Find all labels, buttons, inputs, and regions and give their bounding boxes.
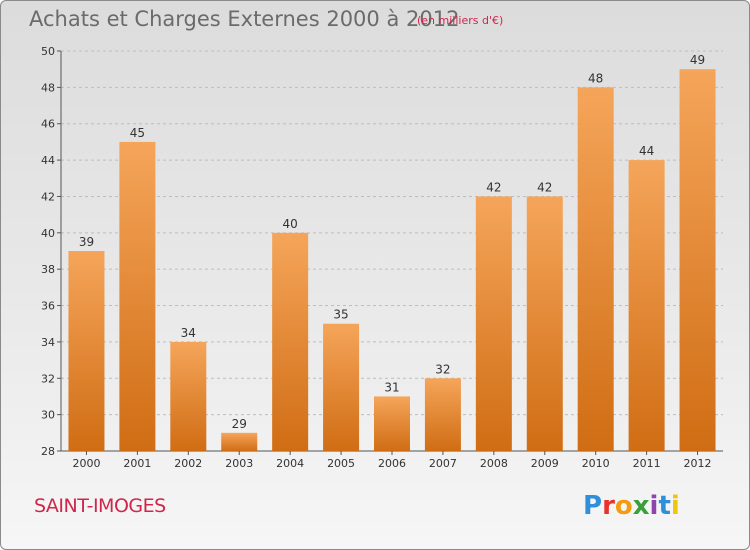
x-tick-label: 2011 (633, 457, 661, 470)
bar (526, 196, 563, 451)
bar (577, 87, 614, 451)
data-label: 42 (537, 180, 552, 194)
y-tick-label: 40 (41, 227, 55, 240)
logo-letter: t (658, 491, 671, 521)
chart-title: Achats et Charges Externes 2000 à 2012 (29, 7, 460, 31)
y-tick-label: 38 (41, 263, 55, 276)
y-tick-label: 48 (41, 81, 55, 94)
x-tick-label: 2007 (429, 457, 457, 470)
bar (272, 232, 309, 451)
data-label: 44 (639, 144, 654, 158)
bar (475, 196, 512, 451)
x-tick-label: 2010 (582, 457, 610, 470)
data-label: 42 (486, 180, 501, 194)
x-tick-label: 2004 (276, 457, 304, 470)
data-label: 35 (333, 308, 348, 322)
y-tick-label: 42 (41, 190, 55, 203)
x-tick-label: 2012 (684, 457, 712, 470)
data-label: 34 (181, 326, 196, 340)
y-tick-label: 36 (41, 300, 55, 313)
logo-letter: r (602, 491, 615, 521)
bar (424, 378, 461, 451)
x-tick-label: 2006 (378, 457, 406, 470)
bar (170, 341, 207, 451)
bar (628, 160, 665, 451)
bar (323, 323, 360, 451)
bar (679, 69, 716, 451)
bar (221, 432, 258, 451)
data-label: 40 (283, 217, 298, 231)
x-tick-label: 2009 (531, 457, 559, 470)
y-tick-label: 46 (41, 118, 55, 131)
data-label: 29 (232, 417, 247, 431)
y-tick-label: 30 (41, 409, 55, 422)
data-label: 39 (79, 235, 94, 249)
commune-name: SAINT-IMOGES (34, 495, 166, 517)
x-tick-label: 2000 (72, 457, 100, 470)
y-tick-label: 50 (41, 45, 55, 58)
data-label: 32 (435, 362, 450, 376)
logo-letter: P (583, 491, 603, 521)
x-tick-label: 2005 (327, 457, 355, 470)
logo-letter: x (632, 491, 650, 521)
bar (119, 141, 156, 451)
x-tick-label: 2008 (480, 457, 508, 470)
logo-letter: o (614, 491, 633, 521)
data-label: 48 (588, 71, 603, 85)
x-tick-label: 2001 (123, 457, 151, 470)
x-tick-label: 2002 (174, 457, 202, 470)
y-tick-label: 28 (41, 445, 55, 458)
proxiti-logo[interactable]: Proxiti (583, 491, 680, 521)
y-tick-label: 34 (41, 336, 55, 349)
y-tick-label: 32 (41, 372, 55, 385)
data-label: 31 (384, 380, 399, 394)
chart-subtitle: (en milliers d'€) (417, 14, 504, 27)
data-label: 49 (690, 53, 705, 67)
bar (68, 251, 105, 451)
bar (374, 396, 410, 451)
logo-letter: i (649, 491, 659, 521)
y-tick-label: 44 (41, 154, 55, 167)
x-tick-label: 2003 (225, 457, 253, 470)
logo-letter: i (670, 491, 680, 521)
data-label: 45 (130, 126, 145, 140)
